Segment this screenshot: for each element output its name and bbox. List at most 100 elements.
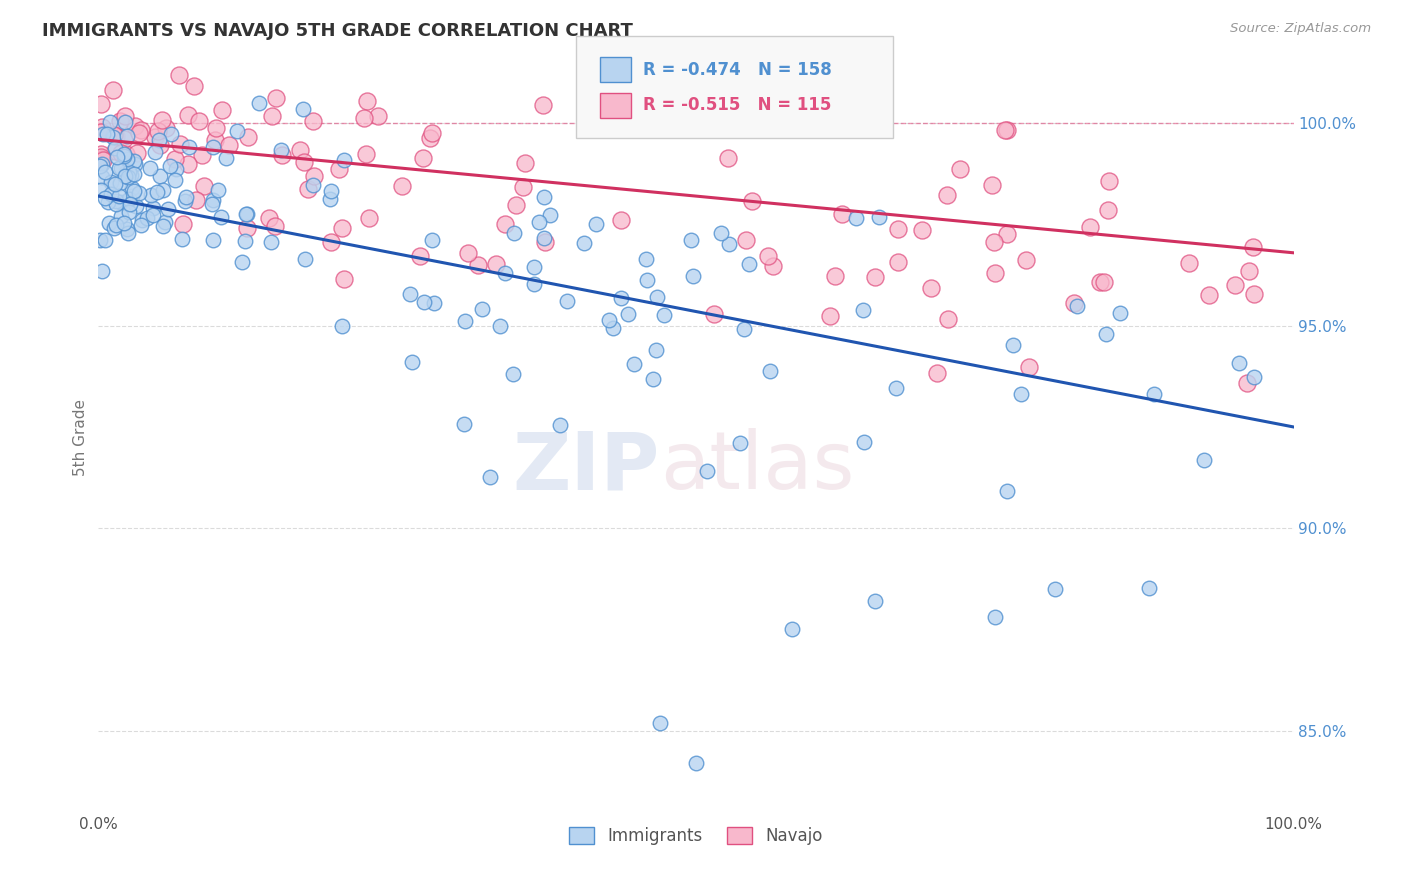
Point xyxy=(1137,581,1160,595)
Point xyxy=(884,381,907,395)
Text: R = -0.515   N = 115: R = -0.515 N = 115 xyxy=(643,96,831,114)
Point xyxy=(90,183,112,197)
Point xyxy=(936,312,959,326)
Point xyxy=(1078,220,1101,235)
Point xyxy=(682,269,704,284)
Point xyxy=(270,148,292,162)
Point xyxy=(90,170,112,185)
Point xyxy=(121,180,143,194)
Point xyxy=(984,266,1007,280)
Point xyxy=(911,223,934,237)
Point xyxy=(288,143,311,157)
Text: Source: ZipAtlas.com: Source: ZipAtlas.com xyxy=(1230,22,1371,36)
Point xyxy=(117,226,139,240)
Point xyxy=(121,189,143,203)
Point xyxy=(236,207,259,221)
Point xyxy=(100,175,122,189)
Point xyxy=(202,139,225,153)
Point xyxy=(531,98,554,112)
Point xyxy=(572,236,595,251)
Point xyxy=(585,218,607,232)
Text: R = -0.474   N = 158: R = -0.474 N = 158 xyxy=(643,61,831,78)
Text: IMMIGRANTS VS NAVAJO 5TH GRADE CORRELATION CHART: IMMIGRANTS VS NAVAJO 5TH GRADE CORRELATI… xyxy=(42,22,633,40)
Point xyxy=(401,355,423,369)
Point xyxy=(146,185,169,199)
Point xyxy=(1243,370,1265,384)
Point xyxy=(1066,299,1088,313)
Point xyxy=(124,157,146,171)
Point xyxy=(209,210,232,224)
Point xyxy=(91,128,114,142)
Point xyxy=(167,68,190,82)
Text: atlas: atlas xyxy=(661,428,855,506)
Point xyxy=(824,268,846,283)
Point xyxy=(353,112,375,126)
Point xyxy=(1088,275,1111,289)
Point xyxy=(422,126,444,140)
Point xyxy=(356,94,378,108)
Point xyxy=(734,233,756,247)
Point xyxy=(163,172,186,186)
Point xyxy=(120,197,142,211)
Point xyxy=(110,194,132,209)
Point xyxy=(512,180,534,194)
Point xyxy=(91,153,114,167)
Point xyxy=(149,138,172,153)
Point xyxy=(159,128,181,142)
Point xyxy=(602,321,624,335)
Point xyxy=(454,314,477,328)
Point xyxy=(176,190,198,204)
Point xyxy=(104,145,127,159)
Point xyxy=(104,141,127,155)
Point xyxy=(1092,276,1115,290)
Point xyxy=(149,169,172,183)
Point xyxy=(741,194,763,208)
Point xyxy=(96,127,118,141)
Point xyxy=(105,150,128,164)
Point xyxy=(636,273,658,287)
Point xyxy=(115,222,138,236)
Point xyxy=(124,120,146,134)
Point xyxy=(718,236,741,251)
Point xyxy=(328,161,350,176)
Point xyxy=(831,207,853,221)
Point xyxy=(157,202,180,216)
Point xyxy=(141,188,163,202)
Point xyxy=(1018,359,1040,374)
Point xyxy=(169,136,191,151)
Point xyxy=(534,235,557,249)
Point xyxy=(557,293,579,308)
Point xyxy=(616,307,638,321)
Point xyxy=(1094,326,1116,341)
Point xyxy=(135,211,157,226)
Point xyxy=(502,367,524,381)
Text: ZIP: ZIP xyxy=(513,428,661,506)
Point xyxy=(90,146,112,161)
Point xyxy=(270,143,292,157)
Point xyxy=(1239,264,1261,278)
Point xyxy=(247,95,270,110)
Point xyxy=(1198,288,1220,302)
Legend: Immigrants, Navajo: Immigrants, Navajo xyxy=(562,821,830,852)
Point xyxy=(292,154,315,169)
Point xyxy=(105,194,128,208)
Point xyxy=(112,147,135,161)
Point xyxy=(153,215,176,229)
Point xyxy=(780,623,803,637)
Point xyxy=(142,201,165,215)
Point xyxy=(636,252,658,266)
Point xyxy=(1097,202,1119,217)
Point xyxy=(494,266,516,280)
Point xyxy=(215,151,238,165)
Point xyxy=(128,186,150,200)
Point xyxy=(852,303,875,318)
Point xyxy=(503,226,526,240)
Point xyxy=(89,233,111,247)
Point xyxy=(995,227,1018,241)
Point xyxy=(647,290,669,304)
Point xyxy=(865,270,887,285)
Point xyxy=(356,147,378,161)
Point xyxy=(302,114,325,128)
Point xyxy=(453,417,475,432)
Point xyxy=(90,125,112,139)
